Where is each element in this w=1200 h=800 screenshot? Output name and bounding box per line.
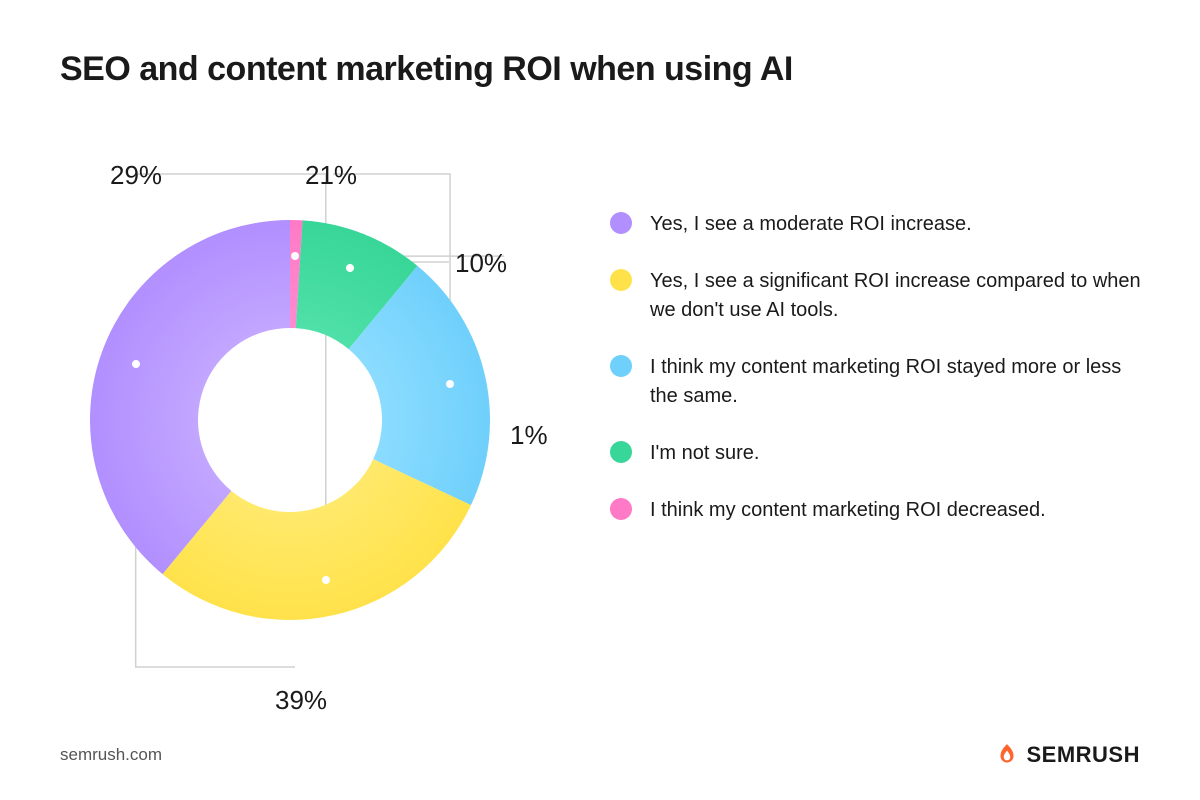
legend-item-not_sure: I'm not sure. (610, 439, 1150, 468)
brand-logo: SEMRUSH (994, 742, 1140, 768)
footer: semrush.com SEMRUSH (60, 742, 1140, 768)
legend-text-significant: Yes, I see a significant ROI increase co… (650, 267, 1150, 325)
donut-chart (90, 220, 490, 620)
callout-label-significant: 29% (110, 160, 162, 191)
legend-text-not_sure: I'm not sure. (650, 439, 759, 468)
callout-label-decreased: 1% (510, 420, 548, 451)
chart-title: SEO and content marketing ROI when using… (60, 50, 793, 89)
legend-swatch-not_sure (610, 441, 632, 463)
legend-item-same: I think my content marketing ROI stayed … (610, 353, 1150, 411)
legend-swatch-decreased (610, 498, 632, 520)
legend-text-same: I think my content marketing ROI stayed … (650, 353, 1150, 411)
legend-swatch-moderate (610, 212, 632, 234)
footer-url: semrush.com (60, 745, 162, 765)
legend-item-moderate: Yes, I see a moderate ROI increase. (610, 210, 1150, 239)
callout-dot-decreased (291, 252, 299, 260)
legend-text-moderate: Yes, I see a moderate ROI increase. (650, 210, 972, 239)
legend-swatch-same (610, 355, 632, 377)
brand-name: SEMRUSH (1026, 742, 1140, 768)
legend-swatch-significant (610, 269, 632, 291)
callout-dot-significant (322, 576, 330, 584)
callout-dot-moderate (132, 360, 140, 368)
legend-item-decreased: I think my content marketing ROI decreas… (610, 496, 1150, 525)
donut-chart-region: 1%10%21%29%39% (40, 140, 560, 700)
legend-text-decreased: I think my content marketing ROI decreas… (650, 496, 1046, 525)
callout-label-not_sure: 10% (455, 248, 507, 279)
callout-dot-not_sure (346, 264, 354, 272)
callout-label-moderate: 39% (275, 685, 327, 716)
callout-dot-same (446, 380, 454, 388)
callout-label-same: 21% (305, 160, 357, 191)
legend-item-significant: Yes, I see a significant ROI increase co… (610, 267, 1150, 325)
legend: Yes, I see a moderate ROI increase. Yes, … (610, 210, 1150, 553)
brand-flame-icon (994, 742, 1020, 768)
